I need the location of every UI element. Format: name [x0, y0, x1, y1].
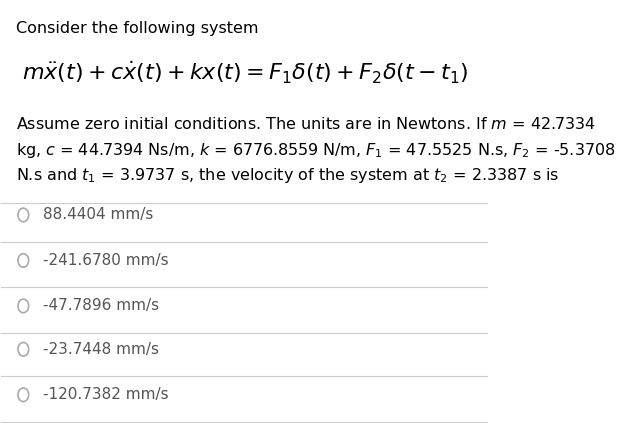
Text: N.s and $t_1$ = 3.9737 s, the velocity of the system at $t_2$ = 2.3387 s is: N.s and $t_1$ = 3.9737 s, the velocity o…	[16, 166, 559, 184]
Text: Assume zero initial conditions. The units are in Newtons. If $m$ = 42.7334: Assume zero initial conditions. The unit…	[16, 116, 596, 132]
Text: kg, $c$ = 44.7394 Ns/m, $k$ = 6776.8559 N/m, $F_1$ = 47.5525 N.s, $F_2$ = -5.370: kg, $c$ = 44.7394 Ns/m, $k$ = 6776.8559 …	[16, 141, 616, 160]
Text: Consider the following system: Consider the following system	[16, 21, 259, 36]
Text: -47.7896 mm/s: -47.7896 mm/s	[43, 299, 159, 313]
Text: -120.7382 mm/s: -120.7382 mm/s	[43, 387, 169, 402]
Text: -241.6780 mm/s: -241.6780 mm/s	[43, 253, 169, 268]
Text: 88.4404 mm/s: 88.4404 mm/s	[43, 208, 153, 222]
Text: -23.7448 mm/s: -23.7448 mm/s	[43, 342, 159, 357]
Text: $m\ddot{x}(t) + c\dot{x}(t) + kx(t) = F_1\delta(t) + F_2\delta(t - t_1)$: $m\ddot{x}(t) + c\dot{x}(t) + kx(t) = F_…	[22, 60, 468, 86]
